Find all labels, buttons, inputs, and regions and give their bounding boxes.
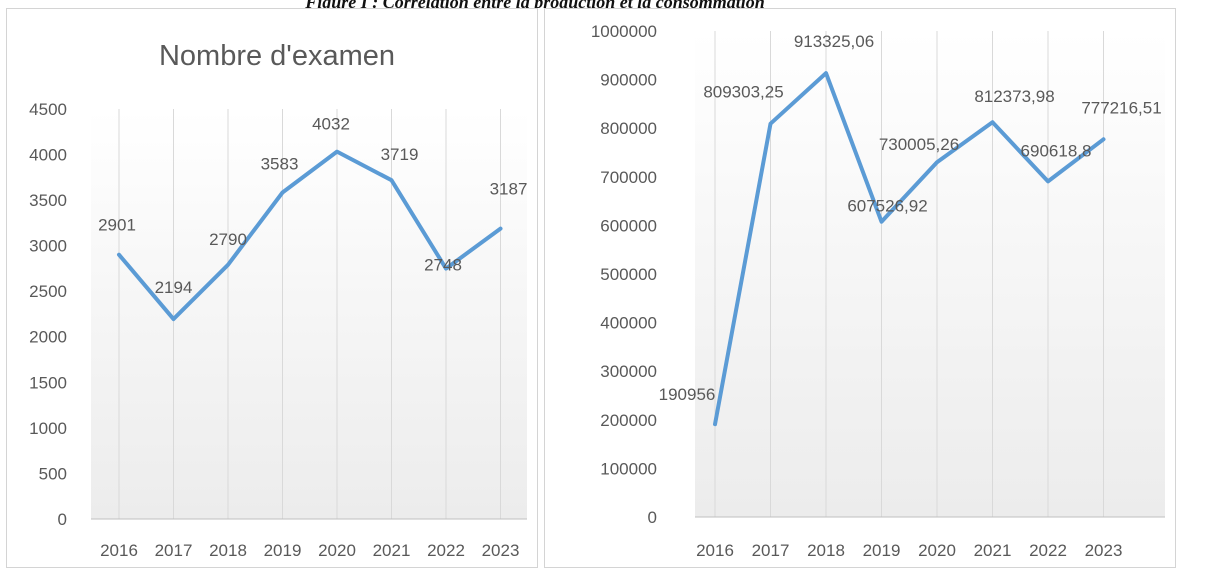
amount-x-tick-label: 2019 [863,541,901,560]
exam-x-tick-label: 2020 [318,541,356,560]
exam-y-tick-label: 3000 [29,237,67,256]
exam-y-axis: 0 500 1000 1500 2000 2500 3000 3500 4000 4500 [29,100,67,529]
amount-x-axis: 2016 2017 2018 2019 2020 2021 2022 2023 [696,541,1122,560]
amount-line-chart: 0 100000 200000 300000 400000 500000 600000 700… [591,22,1165,560]
exam-series-line [117,149,503,322]
amount-y-tick-label: 0 [648,508,657,527]
amount-y-tick-label: 400000 [600,314,657,333]
amount-data-label: 913325,06 [794,32,874,51]
amount-y-tick-label: 500000 [600,265,657,284]
amount-x-tick-label: 2017 [752,541,790,560]
exam-data-label: 4032 [312,115,350,134]
exam-y-tick-label: 0 [58,510,67,529]
amount-data-label: 690618,8 [1021,141,1092,160]
amount-x-tick-label: 2022 [1029,541,1067,560]
amount-series-line [713,71,1106,427]
amount-data-label: 607526,92 [847,197,927,216]
amount-data-labels: 190956 809303,25 913325,06 607526,92 730005,… [659,32,1162,404]
exam-gridlines [118,109,501,519]
amount-y-tick-label: 700000 [600,168,657,187]
exam-count-line-chart: 0 500 1000 1500 2000 2500 3000 3500 4000 4500 2016… [29,40,527,560]
exam-y-tick-label: 1500 [29,373,67,392]
exam-y-tick-label: 4000 [29,146,67,165]
amount-plot-background [695,31,1165,517]
amount-y-tick-label: 200000 [600,411,657,430]
amount-y-tick-label: 300000 [600,362,657,381]
amount-y-tick-label: 600000 [600,216,657,235]
exam-x-axis: 2016 2017 2018 2019 2020 2021 2022 2023 [100,541,519,560]
amount-y-tick-label: 900000 [600,71,657,90]
exam-y-tick-label: 500 [39,464,67,483]
exam-x-tick-label: 2016 [100,541,138,560]
exam-y-tick-label: 4500 [29,100,67,119]
amount-y-axis: 0 100000 200000 300000 400000 500000 600000 700… [591,22,657,527]
amount-x-tick-label: 2023 [1085,541,1123,560]
amount-data-label: 809303,25 [703,83,783,102]
exam-data-labels: 2901 2194 2790 3583 4032 3719 2748 3187 [98,115,527,297]
exam-y-tick-label: 2500 [29,282,67,301]
amount-y-tick-label: 1000000 [591,22,657,41]
exam-data-label: 3187 [490,180,528,199]
exam-x-tick-label: 2019 [264,541,302,560]
amount-x-tick-label: 2018 [807,541,845,560]
amount-x-tick-label: 2020 [918,541,956,560]
exam-x-tick-label: 2021 [373,541,411,560]
exam-x-tick-label: 2018 [209,541,247,560]
chart-panel-amounts: 0 100000 200000 300000 400000 500000 600000 700… [544,8,1176,568]
exam-data-label: 3719 [381,145,419,164]
exam-data-label: 2194 [155,278,193,297]
exam-y-tick-label: 2000 [29,328,67,347]
exam-chart-title: Nombre d'examen [159,40,395,72]
amount-x-tick-label: 2016 [696,541,734,560]
amount-y-tick-label: 100000 [600,459,657,478]
exam-x-tick-label: 2022 [427,541,465,560]
chart-panel-exams: 0 500 1000 1500 2000 2500 3000 3500 4000 4500 2016… [6,8,538,568]
amount-gridlines [714,31,1104,517]
exam-plot-background [91,109,527,519]
exam-data-label: 2790 [209,230,247,249]
exam-y-tick-label: 3500 [29,191,67,210]
amount-data-label: 812373,98 [974,87,1054,106]
exam-x-tick-label: 2017 [155,541,193,560]
exam-x-tick-label: 2023 [482,541,520,560]
exam-data-label: 3583 [261,155,299,174]
amount-data-label: 730005,26 [879,135,959,154]
exam-data-label: 2901 [98,216,136,235]
amount-y-tick-label: 800000 [600,119,657,138]
exam-y-tick-label: 1000 [29,419,67,438]
exam-data-label: 2748 [424,256,462,275]
amount-data-label: 190956 [659,385,716,404]
amount-data-label: 777216,51 [1081,98,1161,117]
amount-x-tick-label: 2021 [974,541,1012,560]
